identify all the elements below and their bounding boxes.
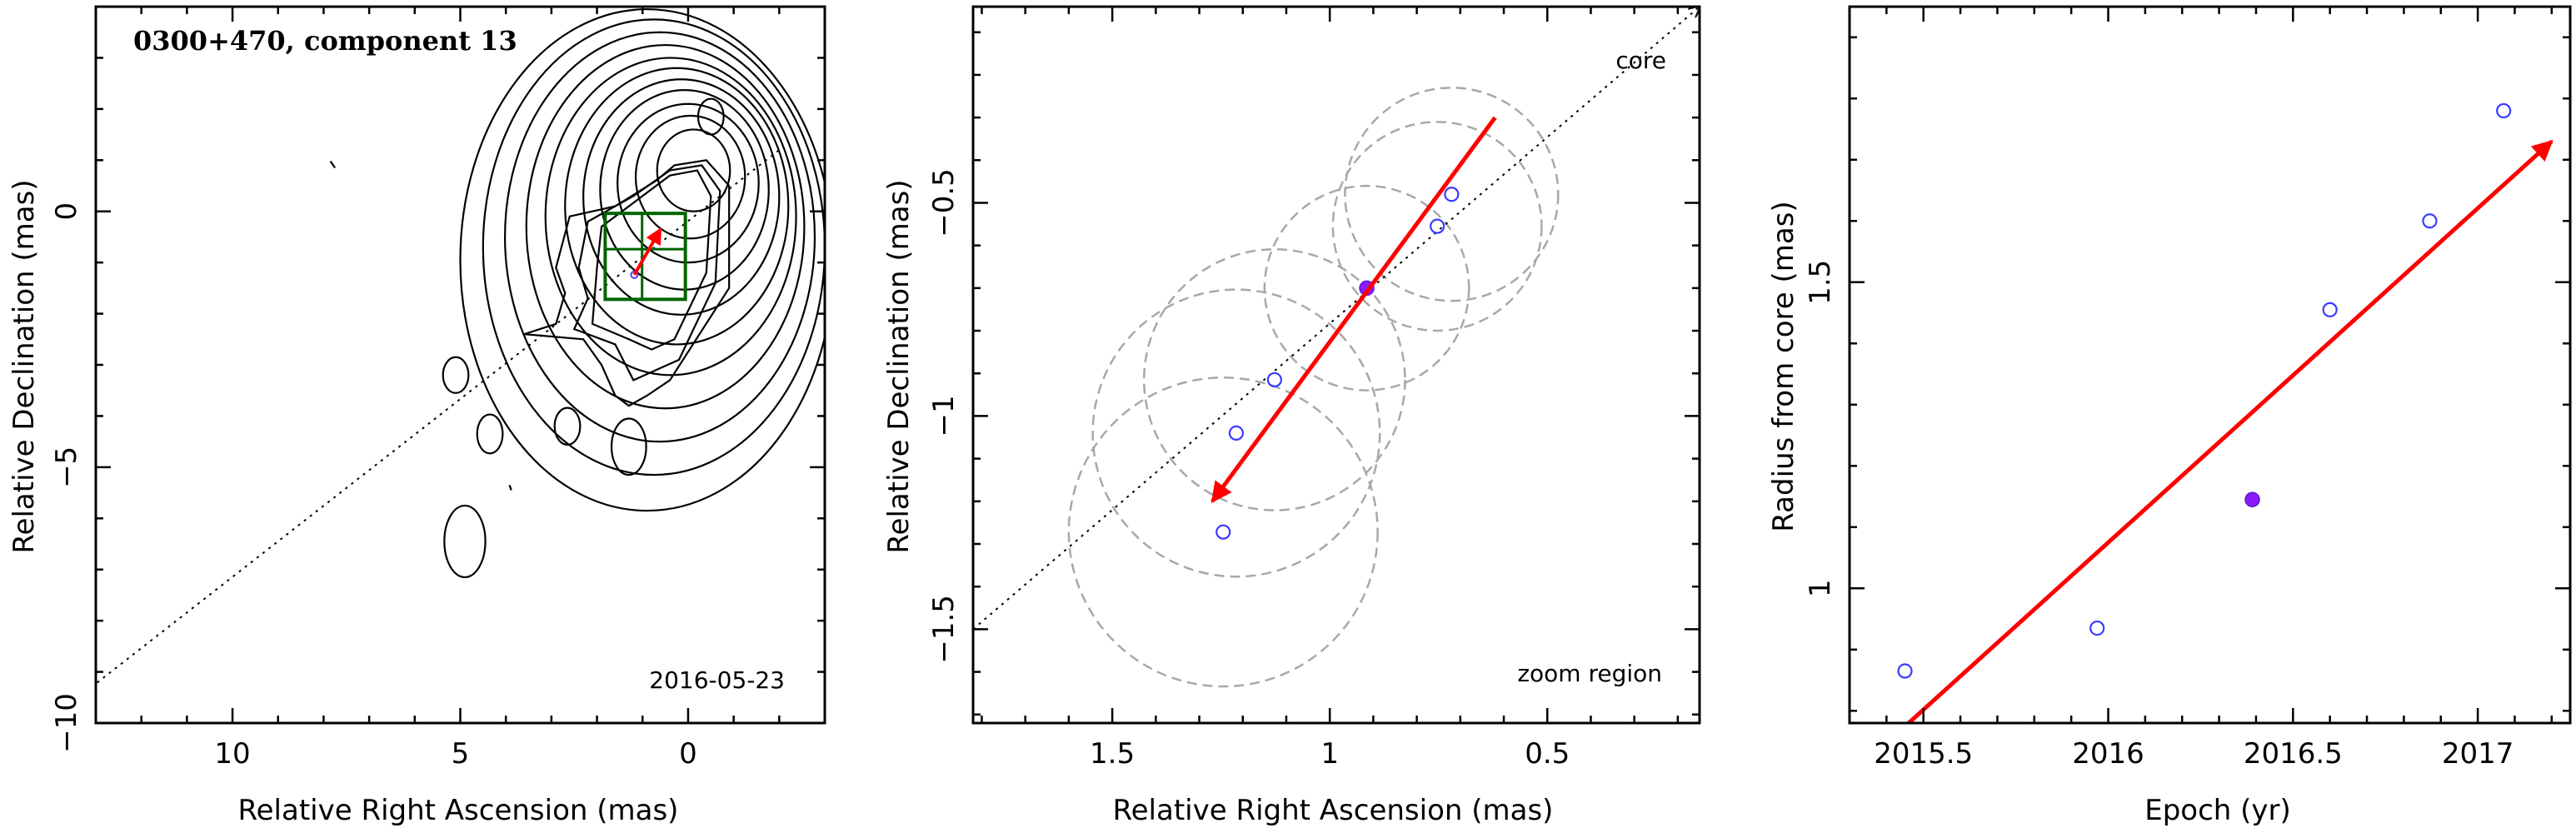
map-y-tick-label: 0 (50, 202, 83, 221)
map-contour (582, 78, 781, 316)
zoom-region-label: zoom region (1517, 660, 1662, 687)
map-contour (459, 8, 825, 512)
map-contour (610, 417, 647, 476)
radius-current-point (2244, 491, 2260, 507)
radius-y-tick-label: 1 (1804, 579, 1837, 597)
zoom-position-point (1216, 524, 1231, 540)
zoom-position-point (1266, 372, 1282, 388)
radius-plot-area (1897, 102, 2554, 723)
map-contour (523, 159, 731, 407)
zoom-x-axis-label: Relative Right Ascension (mas) (1113, 794, 1554, 827)
map-direction-line (96, 149, 780, 685)
radius-trend-arrow (1907, 139, 2554, 723)
map-contour (443, 504, 487, 579)
radius-x-tick-label: 2016 (2072, 737, 2144, 771)
zoom-direction-line (973, 7, 1700, 631)
zoom-y-axis-label: Relative Declination (mas) (882, 179, 916, 553)
map-motion-arrow (632, 227, 662, 276)
zoom-position-point (1228, 425, 1245, 441)
map-contour (656, 128, 731, 212)
map-contour (476, 413, 504, 455)
radius-plot-frame (1848, 5, 2572, 725)
map-contour (482, 18, 825, 476)
map-contour (525, 43, 806, 410)
zoom-position-point (1444, 187, 1460, 202)
map-x-tick-label: 5 (452, 737, 470, 771)
zoom-size-circle (1344, 87, 1560, 302)
map-x-tick-label: 10 (214, 737, 250, 771)
map-y-axis-label: Relative Declination (mas) (7, 179, 41, 553)
panel-radius: 2015.5 2016 2016.5 2017 1 1.5 Epoch (yr) Radi… (1767, 5, 2572, 827)
zoom-size-circle (1067, 377, 1379, 688)
zoom-size-circle (1142, 248, 1406, 511)
radius-x-axis-label: Epoch (yr) (2144, 794, 2291, 827)
zoom-plot-frame (971, 5, 1701, 725)
radius-point (2322, 302, 2338, 317)
zoom-motion-arrow (1211, 116, 1497, 503)
map-y-tick-label: −10 (50, 693, 83, 753)
map-contour (696, 97, 725, 136)
radius-point (2089, 620, 2105, 636)
map-epoch-label: 2016-05-23 (649, 666, 785, 694)
radius-y-axis-label: Radius from core (mas) (1767, 201, 1800, 531)
map-x-tick-label: 0 (679, 737, 697, 771)
radius-x-tick-label: 2016.5 (2244, 737, 2343, 771)
zoom-position-point (1430, 218, 1445, 234)
zoom-y-tick-label: −0.5 (927, 168, 961, 237)
radius-point (1897, 663, 1913, 679)
map-contour (442, 356, 470, 394)
map-contour-fragment (508, 484, 512, 491)
zoom-y-tick-label: −1 (927, 395, 961, 436)
radius-x-tick-label: 2017 (2442, 737, 2514, 771)
map-x-axis-label: Relative Right Ascension (mas) (238, 794, 679, 827)
map-contour (634, 114, 746, 240)
map-contour (617, 102, 760, 264)
map-plot-area (96, 8, 825, 685)
radius-point (2422, 213, 2438, 229)
radius-y-tick-label: 1.5 (1804, 260, 1837, 305)
radius-point (2496, 102, 2512, 119)
zoom-size-circle (1331, 121, 1543, 332)
zoom-x-tick-label: 0.5 (1525, 737, 1570, 771)
map-contour-fragment (329, 160, 337, 169)
zoom-x-tick-label: 1.5 (1090, 737, 1135, 771)
zoom-size-circle (1263, 184, 1470, 392)
radius-x-tick-label: 2015.5 (1874, 737, 1973, 771)
zoom-core-label: core (1615, 47, 1666, 74)
panel-map: 10 5 0 0 −5 −10 0300+470, component 13 2016-0… (7, 5, 826, 827)
map-contour (572, 164, 721, 382)
zoom-plot-area (973, 7, 1700, 688)
zoom-x-tick-label: 1 (1320, 737, 1339, 771)
panel-zoom: 1.5 1 0.5 −0.5 −1 −1.5 core zoom region Relat… (882, 5, 1701, 827)
zoom-size-circle (1091, 288, 1381, 578)
map-title: 0300+470, component 13 (133, 25, 517, 57)
map-contour (544, 57, 797, 377)
zoom-y-tick-label: −1.5 (927, 595, 961, 664)
map-contour (564, 67, 790, 346)
map-y-tick-label: −5 (50, 446, 83, 488)
map-contour (553, 407, 582, 446)
map-contour (503, 31, 816, 443)
map-contour (591, 169, 712, 351)
